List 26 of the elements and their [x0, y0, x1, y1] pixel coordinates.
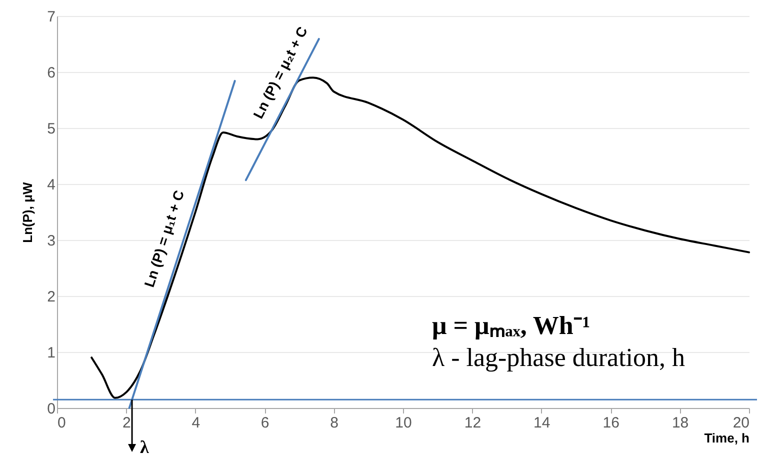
y-tick-label: 3: [47, 232, 56, 250]
x-tick-label: 8: [330, 414, 338, 432]
text: λ: [140, 437, 150, 457]
x-tick-label: 20: [732, 414, 750, 432]
y-axis-title: Ln(P), μW: [20, 181, 36, 243]
x-tick-label: 18: [672, 414, 689, 432]
x-tick-label: 4: [192, 414, 200, 432]
y-tick-label: 2: [47, 288, 56, 306]
annotation: λ - lag-phase duration, h: [432, 343, 686, 372]
x-tick-label: 2: [122, 414, 131, 432]
x-tick-label: 12: [464, 414, 482, 432]
x-axis-title: Time, h: [704, 430, 750, 446]
annotation: Ln (P) = μ₁t + C: [140, 188, 188, 290]
x-tick-label: 14: [534, 414, 550, 432]
x-tick-label: 6: [260, 414, 270, 432]
y-tick-label: 5: [47, 120, 56, 138]
y-tick-label: 6: [47, 64, 56, 82]
annotation: Ln (P) = μ₂t + C: [250, 24, 310, 122]
y-tick-label: 0: [47, 400, 56, 418]
x-tick-label: 0: [58, 414, 66, 432]
x-tick-label: 10: [395, 414, 412, 432]
y-tick-label: 4: [47, 176, 56, 194]
x-tick-label: 16: [602, 414, 620, 432]
y-tick-label: 1: [47, 344, 56, 362]
annotation: μ = μₘₐₓ, Wh⁻¹: [432, 311, 590, 340]
y-tick-label: 7: [47, 8, 56, 26]
